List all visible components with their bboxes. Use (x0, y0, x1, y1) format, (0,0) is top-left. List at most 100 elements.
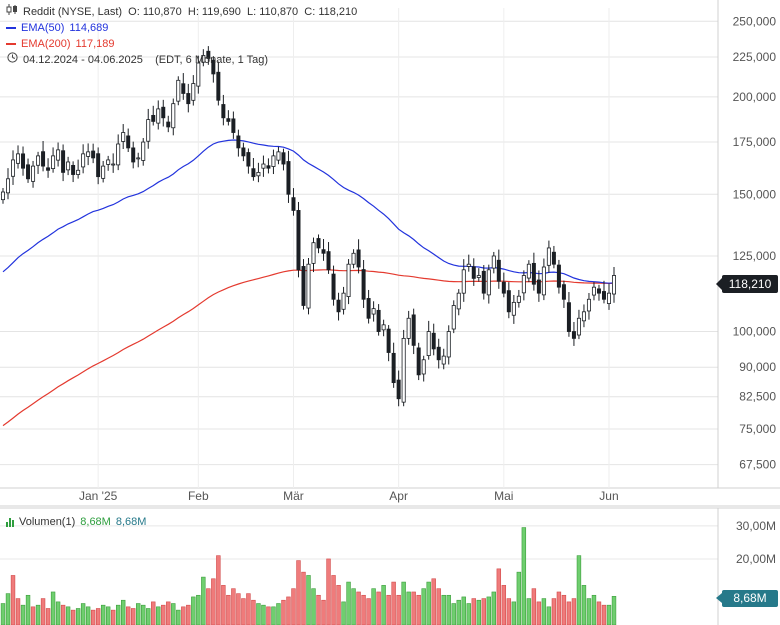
candle-body (201, 55, 206, 63)
symbol-ohlc-text: Reddit (NYSE, Last) O: 110,870 H: 119,69… (23, 6, 358, 18)
volume-bar (386, 594, 391, 625)
volume-bar (226, 594, 231, 625)
candle-body (576, 317, 581, 336)
candle-body (76, 169, 81, 175)
volume-bar (231, 588, 236, 625)
candle-body (471, 266, 476, 279)
volume-bar (396, 594, 401, 625)
volume-bar (141, 604, 146, 625)
candle-body (446, 331, 451, 358)
candle-body (266, 165, 271, 169)
volume-bar (411, 591, 416, 625)
price-tick-label: 225,000 (733, 50, 777, 64)
volume-bar (561, 594, 567, 625)
volume-bar (566, 601, 572, 625)
ema50-value: 114,689 (69, 22, 109, 34)
volume-bar (511, 601, 517, 625)
candle-body (526, 263, 531, 279)
candle-body (321, 249, 326, 254)
volume-bar (281, 599, 286, 625)
volume-bar (431, 578, 436, 625)
volume-bar (85, 606, 91, 625)
candle-body (546, 247, 551, 266)
volume-bar (271, 606, 276, 625)
volume-bar (100, 604, 106, 625)
volume-bar (15, 598, 21, 625)
volume-bar (246, 593, 251, 625)
candle-body (476, 275, 481, 278)
candle-body (96, 153, 101, 178)
volume-bar (596, 601, 602, 625)
volume-bar (216, 555, 221, 625)
volume-bar (546, 606, 552, 625)
candle-body (126, 135, 131, 149)
candle-body (111, 163, 116, 166)
ema200-legend-row[interactable]: EMA(200) 117,189 (6, 36, 357, 52)
volume-bar (326, 558, 331, 625)
candle-body (246, 152, 251, 167)
volume-bar (201, 576, 206, 625)
volume-bar (606, 604, 612, 625)
candle-body (6, 178, 11, 194)
candle-body (31, 165, 36, 182)
candle-body (396, 379, 401, 400)
candle-body (356, 249, 361, 268)
volume-value-2: 8,68M (115, 516, 147, 528)
volume-bar (346, 581, 351, 625)
volume-bar (156, 606, 161, 625)
candle-body (466, 263, 471, 267)
volume-bars-icon (6, 517, 14, 527)
volume-bar (80, 603, 86, 625)
volume-bar (476, 599, 481, 625)
candle-body (161, 106, 166, 119)
volume-bar (5, 593, 11, 625)
volume-bar (221, 585, 226, 625)
volume-bar (301, 571, 306, 625)
price-tick-label: 75,000 (739, 422, 776, 436)
volume-legend: Volumen(1) 8,68M 8,68M (6, 516, 146, 528)
volume-bar (90, 609, 96, 625)
ema50-legend-row[interactable]: EMA(50) 114,689 (6, 20, 357, 36)
volume-bar (551, 598, 557, 625)
candle-body (256, 171, 261, 177)
volume-bar (416, 594, 421, 625)
volume-bar (176, 609, 181, 625)
candle-body (56, 149, 61, 161)
volume-bar (446, 594, 451, 625)
volume-bar (45, 608, 51, 625)
candle-body (51, 155, 56, 170)
candle-body (21, 153, 26, 169)
volume-axis-ticks: 30,00M 20,00M (736, 519, 776, 566)
candle-body (236, 135, 241, 149)
candle-body (146, 119, 151, 142)
volume-bar (516, 571, 522, 625)
candle-body (441, 355, 446, 365)
ema200-value: 117,189 (75, 38, 115, 50)
candle-body (221, 104, 226, 119)
volume-grid (0, 508, 719, 625)
candle-body (401, 337, 406, 403)
candle-body (16, 153, 21, 164)
candle-body (66, 161, 71, 171)
volume-bar (241, 598, 246, 625)
candle-body (536, 279, 541, 294)
candle-body (206, 50, 211, 59)
volume-bar (586, 598, 592, 625)
candle-body (136, 157, 141, 160)
date-range-text: 04.12.2024 - 04.06.2025 (EDT, 6 Monate, … (23, 54, 269, 66)
candle-body (421, 359, 426, 375)
volume-bar (491, 591, 497, 625)
volume-bar (110, 609, 116, 625)
volume-bar (40, 598, 46, 625)
candle-body (186, 93, 191, 105)
price-axis-ticks: 250,000 225,000 200,000 175,000 150,000 125,0… (733, 14, 777, 471)
volume-bar (481, 598, 486, 625)
candle-body (151, 114, 156, 122)
candle-body (86, 151, 91, 157)
volume-bar (296, 560, 301, 625)
volume-bar (105, 606, 111, 625)
volume-bar (126, 606, 131, 625)
clock-icon (6, 52, 18, 68)
candle-body (36, 155, 41, 166)
